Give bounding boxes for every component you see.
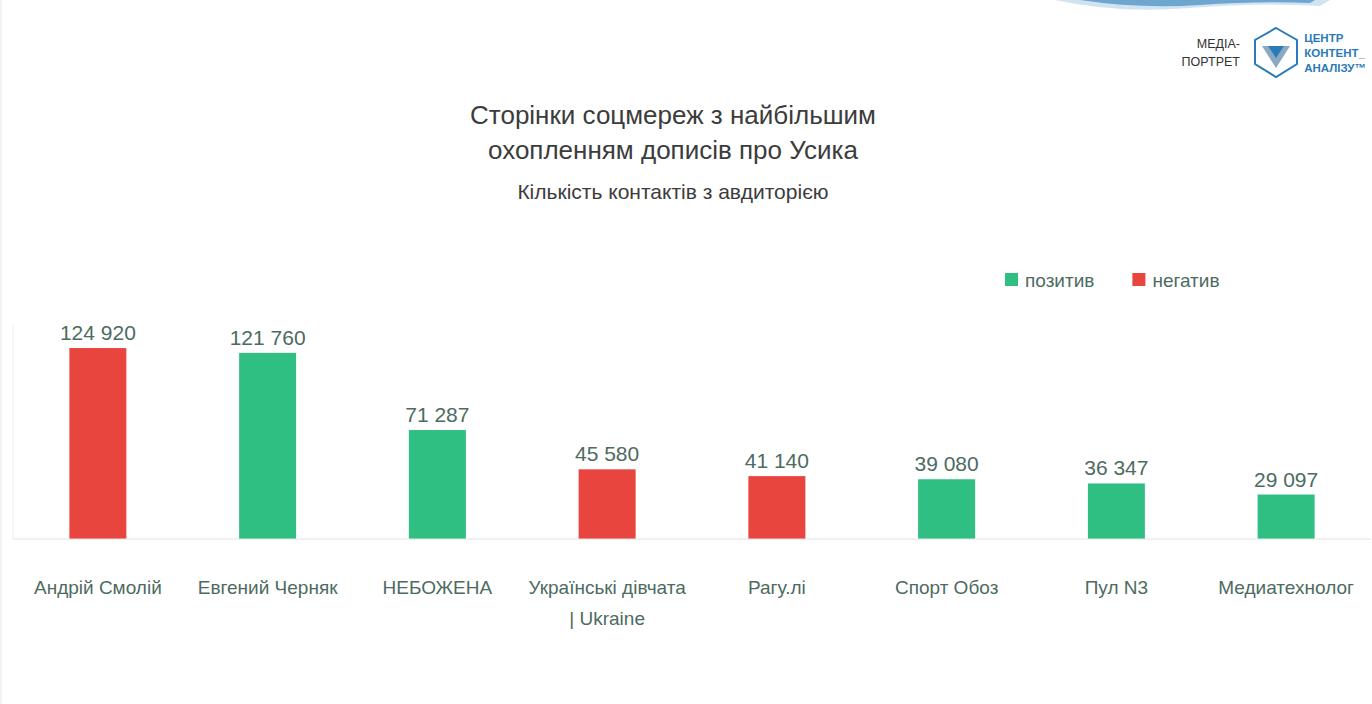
- chart-root: МЕДІА- ПОРТРЕТ ЦЕНТР КОНТЕНТ_ АНАЛІЗУ™ Сторін…: [0, 0, 1372, 704]
- category-label-line: Евгений Черняк: [198, 577, 338, 598]
- legend-label: негатив: [1152, 270, 1219, 291]
- bar: [579, 469, 636, 539]
- bar: [1088, 483, 1145, 539]
- data-label: 124 920: [60, 321, 136, 344]
- category-label-line: Медиатехнолог: [1218, 577, 1354, 598]
- legend-swatch: [1005, 273, 1018, 286]
- subtitle: Кількість контактів з авдиторією: [517, 180, 828, 203]
- data-label: 121 760: [230, 326, 306, 349]
- brand-text: КОНТЕНТ_: [1304, 47, 1365, 59]
- bar: [918, 479, 975, 539]
- background: [0, 0, 1372, 704]
- decoration: [1055, 0, 1330, 10]
- category-label-line: НЕБОЖЕНА: [383, 577, 493, 598]
- category-label: Рагу.лі: [748, 577, 806, 598]
- brand-text: ЦЕНТР: [1304, 32, 1343, 44]
- legend-swatch: [1132, 273, 1145, 286]
- x-axis-line: [13, 539, 1371, 540]
- brand-text: АНАЛІЗУ™: [1304, 62, 1366, 74]
- legend-label: позитив: [1025, 270, 1094, 291]
- bar: [239, 353, 296, 539]
- decoration: [1080, 0, 1315, 6]
- category-label: Українські дівчата | Ukraine: [528, 577, 686, 629]
- brand-text: МЕДІА-: [1197, 37, 1240, 51]
- title-line: Сторінки соцмереж з найбільшим: [470, 100, 876, 130]
- category-label-line: Рагу.лі: [748, 577, 806, 598]
- frame-line: [1, 0, 2, 704]
- logo-icon: [1268, 46, 1284, 58]
- title-line: охопленням дописів про Усика: [488, 135, 858, 165]
- data-label: 39 080: [915, 452, 979, 475]
- bars: [69, 348, 1314, 539]
- bar: [69, 348, 126, 539]
- data-label: 71 287: [405, 403, 469, 426]
- category-label: НЕБОЖЕНА: [383, 577, 493, 598]
- data-labels: 124 920 121 760 71 287 45 580 41 140 39 080 36…: [60, 321, 1318, 490]
- legend-item: позитив: [1005, 270, 1094, 291]
- category-label-line: Андрій Смолій: [34, 577, 162, 598]
- legend-item: негатив: [1132, 270, 1219, 291]
- category-label-line: Пул N3: [1085, 577, 1148, 598]
- bar: [1258, 495, 1315, 539]
- data-label: 41 140: [745, 449, 809, 472]
- bar: [409, 430, 466, 539]
- category-label: Медиатехнолог: [1218, 577, 1354, 598]
- data-label: 45 580: [575, 442, 639, 465]
- category-label: Андрій Смолій: [34, 577, 162, 598]
- category-label: Пул N3: [1085, 577, 1148, 598]
- logo-icon: [1262, 46, 1290, 68]
- category-label-line: Спорт Обоз: [895, 577, 998, 598]
- category-label: Евгений Черняк: [198, 577, 338, 598]
- logo-icon: [1255, 28, 1297, 77]
- title: Сторінки соцмереж з найбільшим охопленням…: [470, 100, 876, 165]
- bar: [748, 476, 805, 539]
- category-label-line: Українські дівчата: [528, 577, 686, 598]
- category-label-line: | Ukraine: [569, 608, 645, 629]
- y-axis-line: [13, 325, 14, 539]
- brand-text: ПОРТРЕТ: [1182, 55, 1241, 69]
- category-label: Спорт Обоз: [895, 577, 998, 598]
- data-label: 29 097: [1254, 468, 1318, 491]
- data-label: 36 347: [1084, 456, 1148, 479]
